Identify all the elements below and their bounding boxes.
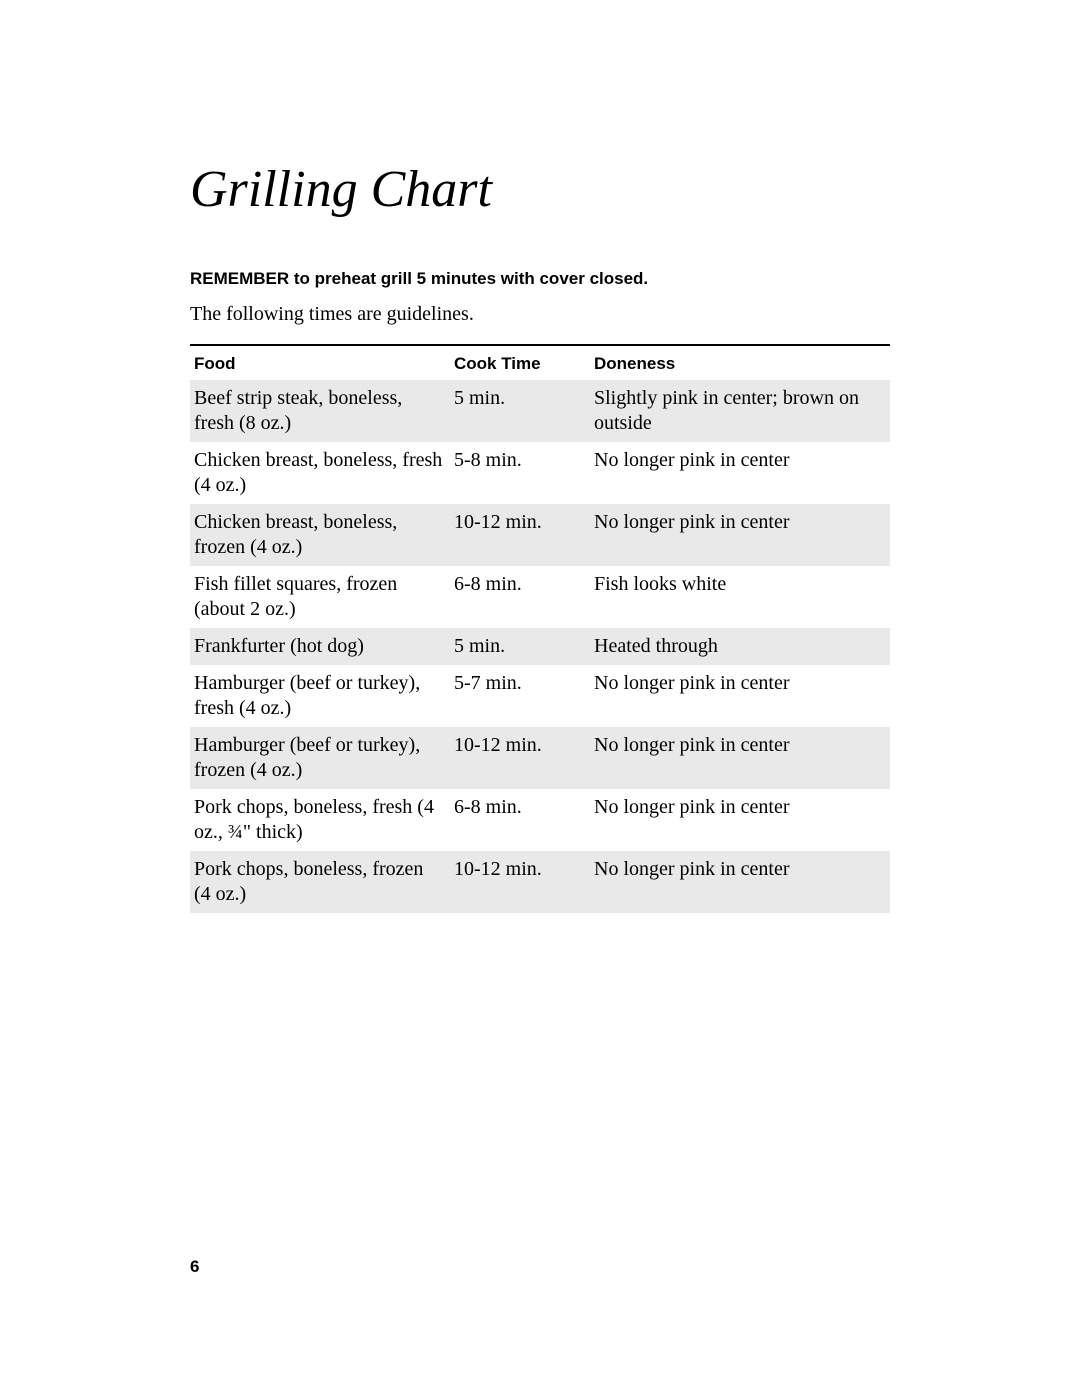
- cell-doneness: Slightly pink in center; brown on outsid…: [594, 386, 886, 436]
- table-row: Chicken breast, boneless, fresh (4 oz.)5…: [190, 442, 890, 504]
- cell-cooktime: 5-8 min.: [454, 448, 594, 498]
- table-row: Beef strip steak, boneless, fresh (8 oz.…: [190, 380, 890, 442]
- subtitle-text: The following times are guidelines.: [190, 303, 890, 326]
- cell-food: Chicken breast, boneless, frozen (4 oz.): [194, 510, 454, 560]
- cell-food: Hamburger (beef or turkey), fresh (4 oz.…: [194, 671, 454, 721]
- table-row: Hamburger (beef or turkey), frozen (4 oz…: [190, 727, 890, 789]
- table-row: Chicken breast, boneless, frozen (4 oz.)…: [190, 504, 890, 566]
- grilling-table: Food Cook Time Doneness Beef strip steak…: [190, 344, 890, 913]
- table-row: Pork chops, boneless, fresh (4 oz., ¾" t…: [190, 789, 890, 851]
- cell-food: Beef strip steak, boneless, fresh (8 oz.…: [194, 386, 454, 436]
- cell-doneness: No longer pink in center: [594, 510, 886, 560]
- cell-doneness: Fish looks white: [594, 572, 886, 622]
- page-title: Grilling Chart: [190, 160, 890, 219]
- table-body: Beef strip steak, boneless, fresh (8 oz.…: [190, 380, 890, 913]
- cell-food: Pork chops, boneless, fresh (4 oz., ¾" t…: [194, 795, 454, 845]
- cell-cooktime: 6-8 min.: [454, 572, 594, 622]
- table-row: Frankfurter (hot dog)5 min.Heated throug…: [190, 628, 890, 665]
- page-content: Grilling Chart REMEMBER to preheat grill…: [0, 0, 1080, 913]
- column-header-doneness: Doneness: [594, 354, 886, 374]
- cell-food: Fish fillet squares, frozen (about 2 oz.…: [194, 572, 454, 622]
- cell-cooktime: 10-12 min.: [454, 510, 594, 560]
- page-number: 6: [190, 1257, 199, 1277]
- cell-food: Chicken breast, boneless, fresh (4 oz.): [194, 448, 454, 498]
- cell-doneness: No longer pink in center: [594, 448, 886, 498]
- cell-cooktime: 10-12 min.: [454, 857, 594, 907]
- table-row: Fish fillet squares, frozen (about 2 oz.…: [190, 566, 890, 628]
- cell-doneness: No longer pink in center: [594, 733, 886, 783]
- cell-cooktime: 5 min.: [454, 386, 594, 436]
- cell-cooktime: 5 min.: [454, 634, 594, 659]
- table-row: Pork chops, boneless, frozen (4 oz.)10-1…: [190, 851, 890, 913]
- table-header-row: Food Cook Time Doneness: [190, 346, 890, 380]
- column-header-food: Food: [194, 354, 454, 374]
- column-header-cooktime: Cook Time: [454, 354, 594, 374]
- cell-cooktime: 5-7 min.: [454, 671, 594, 721]
- cell-cooktime: 10-12 min.: [454, 733, 594, 783]
- cell-food: Pork chops, boneless, frozen (4 oz.): [194, 857, 454, 907]
- cell-doneness: Heated through: [594, 634, 886, 659]
- cell-cooktime: 6-8 min.: [454, 795, 594, 845]
- table-row: Hamburger (beef or turkey), fresh (4 oz.…: [190, 665, 890, 727]
- cell-food: Frankfurter (hot dog): [194, 634, 454, 659]
- reminder-text: REMEMBER to preheat grill 5 minutes with…: [190, 269, 890, 289]
- cell-doneness: No longer pink in center: [594, 857, 886, 907]
- cell-doneness: No longer pink in center: [594, 671, 886, 721]
- cell-food: Hamburger (beef or turkey), frozen (4 oz…: [194, 733, 454, 783]
- cell-doneness: No longer pink in center: [594, 795, 886, 845]
